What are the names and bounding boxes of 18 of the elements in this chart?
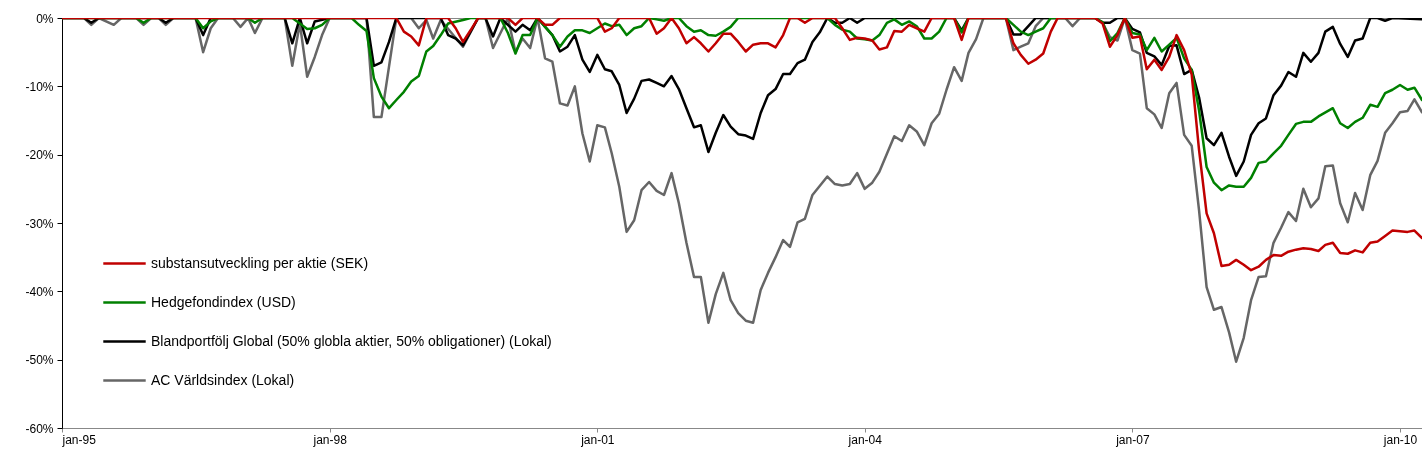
legend-label: Hedgefondindex (USD) <box>151 293 296 310</box>
y-tick-label: -60% <box>25 421 54 436</box>
y-tick-label: -30% <box>25 216 54 231</box>
y-tick-label: -20% <box>25 148 54 163</box>
legend-label: AC Världsindex (Lokal) <box>151 371 295 388</box>
x-tick-label: jan-04 <box>847 432 883 447</box>
legend-label: substansutveckling per aktie (SEK) <box>151 254 369 271</box>
x-tick-label: jan-01 <box>580 432 615 447</box>
x-tick-label: jan-07 <box>1115 432 1150 447</box>
x-tick-label: jan-95 <box>61 432 97 447</box>
y-tick-label: -10% <box>25 79 54 94</box>
y-tick-label: -40% <box>25 284 54 299</box>
y-tick-label: 0% <box>36 11 54 26</box>
x-tick-label: jan-10 <box>1382 432 1418 447</box>
line-series <box>62 18 1422 272</box>
x-tick-label: jan-98 <box>312 432 348 447</box>
y-tick-label: -50% <box>25 353 54 368</box>
legend-label: Blandportfölj Global (50% globla aktier, 50% obligationer) (Lokal) <box>151 332 552 349</box>
